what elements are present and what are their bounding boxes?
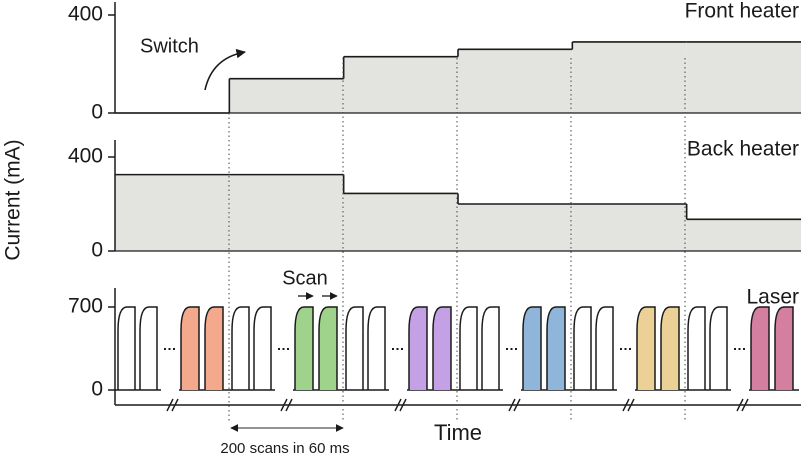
y-tick-label: 400 — [68, 3, 103, 26]
pulse — [481, 306, 500, 390]
scan-pulse — [408, 306, 428, 390]
panel-title: Back heater — [687, 138, 799, 161]
step-fill — [458, 204, 573, 251]
y-tick-label: 0 — [91, 239, 103, 262]
y-tick-label: 700 — [68, 295, 103, 318]
pulse — [459, 306, 478, 390]
annotation: Scan — [282, 267, 328, 289]
step-fill — [343, 193, 458, 251]
step-fill — [343, 56, 458, 113]
pulse — [117, 306, 136, 390]
y-axis-label: Current (mA) — [2, 139, 25, 260]
scan-pulse — [180, 306, 200, 390]
panel-title: Laser — [746, 286, 799, 309]
pulse — [595, 306, 614, 390]
scan-pulse — [432, 306, 452, 390]
pulse — [345, 306, 364, 390]
y-tick-label: 0 — [91, 101, 103, 124]
background-layer — [115, 41, 801, 251]
step-fill — [686, 219, 801, 251]
scan-pulse — [546, 306, 566, 390]
x-axis-label: Time — [434, 420, 482, 445]
annotation-arrow — [204, 48, 246, 91]
step-fill — [229, 174, 344, 251]
annotation: Switch — [140, 35, 199, 57]
scan-pulse — [774, 306, 794, 390]
pulse — [139, 306, 158, 390]
step-fill — [229, 78, 344, 113]
scan-pulse — [522, 306, 542, 390]
step-fill — [458, 49, 573, 113]
pulse — [231, 306, 250, 390]
step-fill — [572, 204, 687, 251]
step-fill — [572, 41, 687, 114]
y-tick-label: 0 — [91, 378, 103, 401]
foreground-layer: 0 400 Front heater Switch 0 400 Back heater 0 70… — [68, 0, 801, 457]
span-label: 200 scans in 60 ms — [220, 440, 349, 457]
pulse — [573, 306, 592, 390]
scan-pulse — [636, 306, 656, 390]
pulse — [253, 306, 272, 390]
pulse — [687, 306, 706, 390]
y-tick-label: 400 — [68, 145, 103, 168]
step-fill — [686, 41, 801, 114]
pulse — [367, 306, 386, 390]
pulse — [709, 306, 728, 390]
scan-pulse — [660, 306, 680, 390]
scan-pulse — [204, 306, 224, 390]
step-fill — [115, 174, 230, 251]
scan-pulse — [750, 306, 770, 390]
scan-pulse — [318, 306, 338, 390]
panel-title: Front heater — [685, 0, 799, 23]
scan-pulse — [294, 306, 314, 390]
